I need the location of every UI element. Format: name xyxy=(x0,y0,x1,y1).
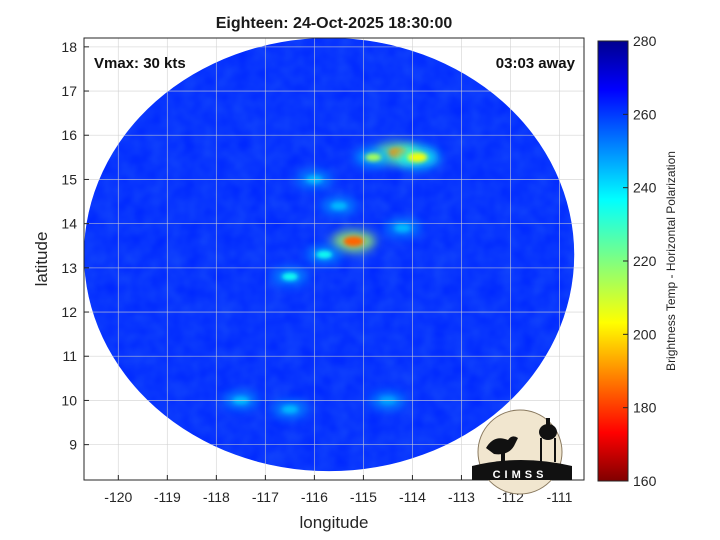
y-tick-label: 14 xyxy=(61,216,77,232)
feature-core xyxy=(281,272,298,281)
vmax-annotation: Vmax: 30 kts xyxy=(94,55,186,72)
x-tick-label: -119 xyxy=(154,489,181,505)
y-tick-label: 10 xyxy=(61,392,77,408)
x-tick-label: -117 xyxy=(252,489,279,505)
chart-title: Eighteen: 24-Oct-2025 18:30:00 xyxy=(216,15,453,32)
feature-core xyxy=(330,201,347,210)
y-tick-label: 11 xyxy=(62,348,77,364)
convection-features xyxy=(222,141,440,419)
feature-core xyxy=(281,405,298,414)
feature-core xyxy=(316,250,333,259)
x-tick-label: -118 xyxy=(203,489,230,505)
colorbar-tick-label: 240 xyxy=(633,180,657,196)
feature-core xyxy=(407,152,428,163)
y-axis-label: latitude xyxy=(32,232,51,287)
axes-box xyxy=(83,37,585,481)
y-tick-label: 15 xyxy=(61,171,77,187)
x-tick-label: -115 xyxy=(350,489,377,505)
logo-text: CIMSS xyxy=(493,469,548,481)
x-tick-label: -114 xyxy=(399,489,426,505)
feature-core xyxy=(365,153,382,162)
y-tick-label: 12 xyxy=(61,304,77,320)
cimss-logo: CIMSS xyxy=(472,409,572,495)
colorbar-tick-label: 200 xyxy=(633,326,657,342)
colorbar-tick-label: 260 xyxy=(633,106,657,122)
y-tick-label: 18 xyxy=(61,39,77,55)
feature-core xyxy=(394,224,411,233)
y-tick-label: 9 xyxy=(69,437,77,453)
swath-layer xyxy=(84,38,575,472)
colorbar-label: Brightness Temp - Horizontal Polarizatio… xyxy=(664,151,678,371)
colorbar-tick-label: 280 xyxy=(633,33,657,49)
y-tick-label: 13 xyxy=(61,260,77,276)
x-tick-label: -116 xyxy=(301,489,328,505)
time-away-annotation: 03:03 away xyxy=(496,55,576,72)
x-tick-label: -120 xyxy=(104,489,132,505)
grid xyxy=(84,38,584,480)
colorbar-tick-label: 180 xyxy=(633,400,657,416)
x-tick-label: -111 xyxy=(547,489,573,505)
colorbar-tick-label: 220 xyxy=(633,253,657,269)
feature-core xyxy=(343,236,364,247)
y-ticks: 9 10 11 12 13 14 15 16 17 18 xyxy=(61,39,89,453)
x-tick-label: -113 xyxy=(448,489,475,505)
y-tick-label: 17 xyxy=(61,83,77,99)
x-axis-label: longitude xyxy=(299,513,368,532)
colorbar-ticks: 160 180 200 220 240 260 280 xyxy=(623,33,657,489)
y-tick-label: 16 xyxy=(61,127,77,143)
colorbar-tick-label: 160 xyxy=(633,473,657,489)
